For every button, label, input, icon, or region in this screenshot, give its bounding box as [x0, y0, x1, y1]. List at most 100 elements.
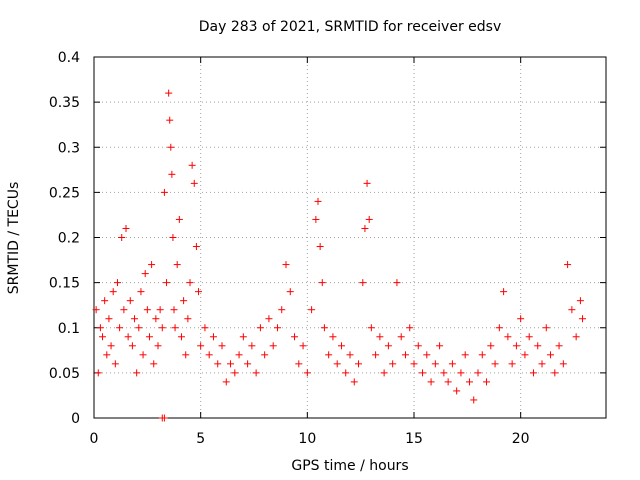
- y-tick-label: 0.05: [49, 366, 80, 382]
- data-point: [431, 360, 439, 368]
- data-point: [107, 342, 115, 350]
- data-point: [448, 360, 456, 368]
- data-point: [576, 297, 584, 305]
- data-point: [150, 360, 158, 368]
- data-point: [227, 360, 235, 368]
- data-point: [427, 378, 435, 386]
- data-point: [197, 342, 205, 350]
- data-point: [96, 324, 104, 332]
- data-point: [363, 179, 371, 187]
- data-point: [180, 297, 188, 305]
- data-point: [201, 324, 209, 332]
- data-point: [508, 360, 516, 368]
- data-point: [487, 342, 495, 350]
- data-point: [222, 378, 230, 386]
- data-point: [188, 161, 196, 169]
- data-point: [131, 315, 139, 323]
- data-point: [273, 324, 281, 332]
- data-point: [316, 243, 324, 251]
- data-point: [160, 188, 168, 196]
- data-point: [166, 116, 174, 124]
- data-point: [92, 306, 100, 314]
- data-point: [295, 360, 303, 368]
- data-point: [410, 360, 418, 368]
- data-point: [235, 351, 243, 359]
- data-point: [145, 333, 153, 341]
- data-point: [500, 288, 508, 296]
- y-tick-label: 0: [71, 411, 80, 427]
- data-point: [320, 324, 328, 332]
- data-point: [169, 234, 177, 241]
- x-axis-label: GPS time / hours: [291, 458, 408, 474]
- data-point: [470, 396, 478, 404]
- data-point: [559, 360, 567, 368]
- data-point: [380, 369, 388, 377]
- data-point: [542, 324, 550, 332]
- data-point: [209, 333, 217, 341]
- data-point: [291, 333, 299, 341]
- data-point: [160, 414, 168, 422]
- data-point: [329, 333, 337, 341]
- data-points: [92, 89, 587, 422]
- data-point: [286, 288, 294, 296]
- y-axis-label: SRMTID / TECUs: [6, 182, 22, 295]
- y-tick-label: 0.1: [58, 321, 80, 337]
- data-point: [265, 315, 273, 323]
- data-point: [239, 333, 247, 341]
- data-point: [252, 369, 260, 377]
- data-point: [440, 369, 448, 377]
- data-point: [406, 324, 414, 332]
- data-point: [568, 306, 576, 314]
- data-point: [512, 342, 520, 350]
- data-point: [342, 369, 350, 377]
- data-point: [361, 224, 369, 232]
- data-point: [154, 342, 162, 350]
- data-point: [143, 306, 151, 314]
- data-point: [105, 315, 113, 323]
- data-point: [133, 369, 141, 377]
- data-point: [171, 324, 179, 332]
- data-point: [372, 351, 380, 359]
- data-point: [389, 360, 397, 368]
- data-point: [163, 279, 171, 287]
- data-point: [248, 342, 256, 350]
- x-tick-label: 15: [405, 431, 423, 447]
- data-point: [564, 261, 572, 269]
- data-point: [244, 360, 252, 368]
- data-point: [156, 306, 164, 314]
- data-point: [137, 288, 145, 296]
- data-point: [555, 342, 563, 350]
- data-point: [182, 351, 190, 359]
- data-point: [103, 351, 111, 359]
- data-point: [384, 342, 392, 350]
- chart-title: Day 283 of 2021, SRMTID for receiver eds…: [199, 19, 502, 35]
- data-point: [504, 333, 512, 341]
- data-point: [534, 342, 542, 350]
- data-point: [444, 378, 452, 386]
- data-point: [177, 333, 185, 341]
- data-point: [126, 297, 134, 305]
- data-point: [231, 369, 239, 377]
- data-point: [551, 369, 559, 377]
- data-point: [478, 351, 486, 359]
- data-point: [355, 360, 363, 368]
- data-point: [278, 306, 286, 314]
- data-point: [170, 306, 178, 314]
- data-point: [495, 324, 503, 332]
- data-point: [261, 351, 269, 359]
- data-point: [192, 243, 200, 251]
- data-point: [256, 324, 264, 332]
- data-point: [148, 261, 156, 269]
- data-point: [135, 324, 143, 332]
- data-point: [414, 342, 422, 350]
- data-point: [101, 297, 109, 305]
- data-point: [401, 351, 409, 359]
- data-point: [325, 351, 333, 359]
- data-point: [167, 143, 175, 151]
- data-point: [367, 324, 375, 332]
- y-tick-label: 0.15: [49, 276, 80, 292]
- data-point: [308, 306, 316, 314]
- data-point: [337, 342, 345, 350]
- data-point: [333, 360, 341, 368]
